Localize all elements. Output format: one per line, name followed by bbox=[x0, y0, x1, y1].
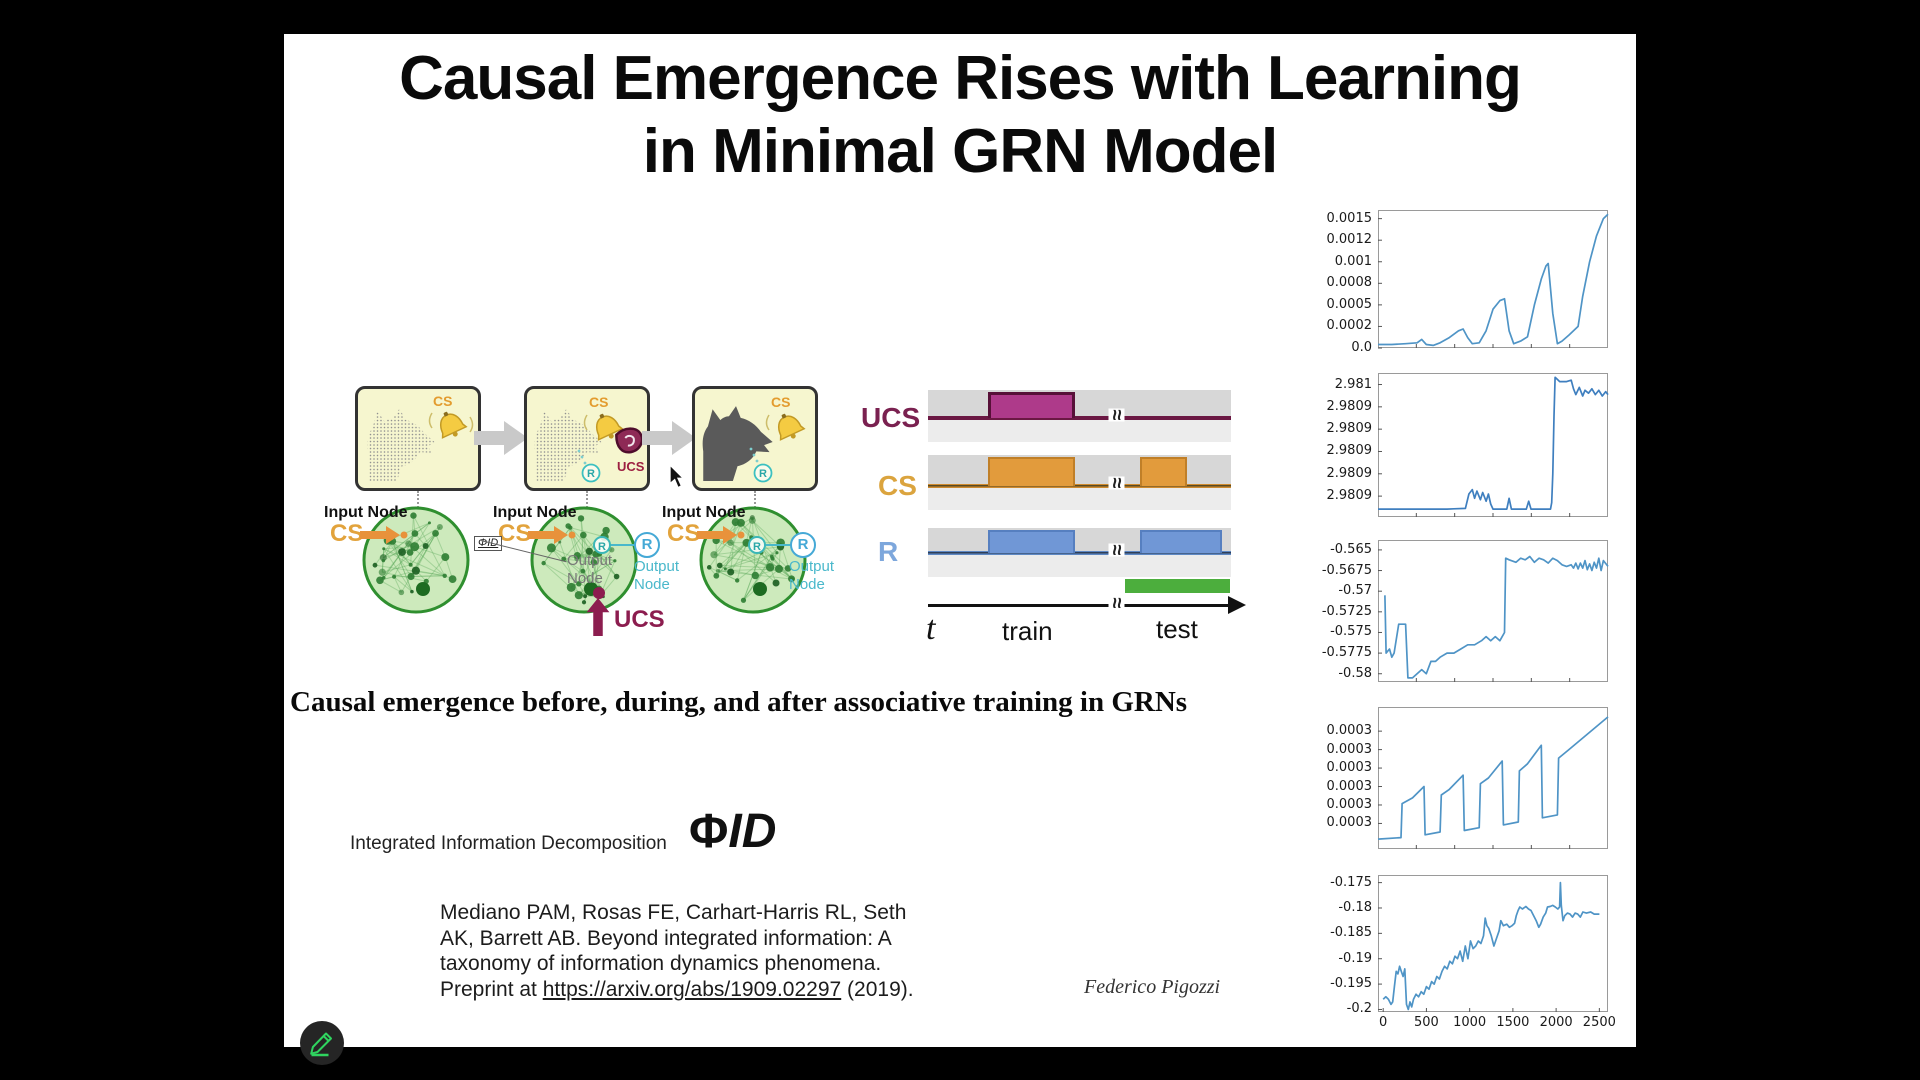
test-phase-bar bbox=[1125, 579, 1230, 593]
line-chart-1: 0.0015 0.0012 0.001 0.0008 0.0005 0.0002 0.0 bbox=[1314, 210, 1609, 355]
cs-input-arrow-icon bbox=[360, 526, 408, 544]
pencil-icon bbox=[310, 1032, 332, 1057]
citation-line: taxonomy of information dynamics phenome… bbox=[440, 952, 882, 975]
slide: Causal Emergence Rises with Learning in … bbox=[284, 34, 1636, 1047]
right-arrow-icon bbox=[474, 421, 528, 455]
panel-network-connector bbox=[754, 491, 756, 508]
bell-icon bbox=[428, 406, 474, 443]
axis-break: ≈ bbox=[1105, 596, 1128, 610]
phiid-text-label: Integrated Information Decomposition bbox=[350, 833, 667, 854]
bell-icon bbox=[583, 408, 625, 445]
annotate-button[interactable] bbox=[300, 1021, 344, 1065]
conditioning-panel-training: CS UCS R bbox=[524, 386, 650, 491]
panel-network-connector bbox=[586, 491, 588, 508]
cs-input-arrow-icon bbox=[528, 526, 576, 544]
time-axis-label: t bbox=[926, 610, 936, 647]
cs-label: CS bbox=[771, 394, 790, 410]
title-line-2: in Minimal GRN Model bbox=[642, 117, 1278, 186]
train-label: train bbox=[1002, 616, 1053, 646]
r-response-icon: R bbox=[634, 532, 660, 558]
svg-text:R: R bbox=[587, 468, 595, 480]
figure-caption: Causal emergence before, during, and aft… bbox=[290, 686, 1188, 718]
conditioning-panel-after: CS R bbox=[692, 386, 818, 491]
ucs-row-label: UCS bbox=[861, 402, 921, 433]
cs-input-label: CS bbox=[330, 520, 364, 547]
steak-icon bbox=[615, 427, 644, 454]
cs-label: CS bbox=[433, 393, 452, 409]
line-chart-3: -0.565 -0.5675 -0.57 -0.5725 -0.575 -0.5775 -0… bbox=[1314, 540, 1609, 682]
ucs-input-label: UCS bbox=[614, 606, 665, 633]
page-title: Causal Emergence Rises with Learning in … bbox=[284, 42, 1636, 188]
ucs-signal-band: ≈ bbox=[928, 390, 1231, 442]
r-connector-line bbox=[765, 544, 791, 546]
output-node-r-icon: R bbox=[593, 536, 611, 554]
cs-signal-band: ≈ bbox=[928, 455, 1231, 510]
cs-input-label: CS bbox=[498, 520, 532, 547]
citation-line: AK, Barrett AB. Beyond integrated inform… bbox=[440, 926, 892, 950]
citation-line: Mediano PAM, Rosas FE, Carhart-Harris RL… bbox=[440, 901, 907, 924]
output-node-label: Output Node bbox=[567, 552, 613, 587]
cs-input-arrow-icon bbox=[697, 526, 745, 544]
title-line-1: Causal Emergence Rises with Learning bbox=[399, 44, 1522, 113]
citation-line: Preprint at https://arxiv.org/abs/1909.0… bbox=[440, 977, 914, 1001]
input-node-label: Input Node bbox=[493, 504, 577, 521]
line-chart-5: -0.175 -0.18 -0.185 -0.19 -0.195 -0.2 0 500 1000… bbox=[1330, 874, 1616, 1030]
axis-break: ≈ bbox=[1105, 543, 1128, 557]
cs-input-label: CS bbox=[667, 520, 701, 547]
author-name: Federico Pigozzi bbox=[1084, 976, 1221, 998]
line-chart-2: 2.981 2.9809 2.9809 2.9809 2.9809 2.9809 bbox=[1314, 373, 1609, 517]
svg-text:R: R bbox=[759, 468, 767, 480]
citation-block: Mediano PAM, Rosas FE, Carhart-Harris RL… bbox=[440, 900, 950, 1002]
response-icon: R bbox=[753, 463, 773, 483]
cs-label: CS bbox=[589, 394, 608, 410]
right-arrow-icon bbox=[642, 421, 696, 455]
r-row-label: R bbox=[878, 536, 899, 567]
r-signal-band: ≈ bbox=[928, 528, 1231, 577]
cs-row-label: CS bbox=[878, 470, 917, 501]
axis-break: ≈ bbox=[1105, 476, 1128, 490]
phiid-symbol: ΦID bbox=[689, 805, 777, 858]
grn-network-3 bbox=[699, 506, 807, 614]
r-response-icon: R bbox=[790, 532, 816, 558]
test-label: test bbox=[1156, 614, 1198, 644]
drool-dots bbox=[577, 449, 587, 465]
input-node-label: Input Node bbox=[662, 504, 746, 521]
output-node-label: Output Node bbox=[634, 558, 680, 593]
dog-silhouette-stippled-icon bbox=[367, 408, 436, 481]
timeline-axis bbox=[928, 604, 1230, 607]
phiid-badge: ΦID bbox=[474, 536, 503, 551]
panel-network-connector bbox=[417, 491, 419, 508]
line-chart-4: 0.0003 0.0003 0.0003 0.0003 0.0003 0.0003 bbox=[1314, 707, 1609, 849]
axis-break: ≈ bbox=[1105, 408, 1128, 422]
drool-dots bbox=[749, 447, 759, 463]
arxiv-link[interactable]: https://arxiv.org/abs/1909.02297 bbox=[542, 977, 842, 1001]
mouse-cursor bbox=[669, 465, 685, 489]
output-node-label: Output Node bbox=[789, 558, 835, 593]
response-icon: R bbox=[581, 463, 601, 483]
r-connector-line bbox=[610, 544, 636, 546]
timeline-arrowhead bbox=[1228, 596, 1246, 614]
input-node-label: Input Node bbox=[324, 504, 408, 521]
output-node-r-icon: R bbox=[748, 536, 766, 554]
ucs-input-node bbox=[593, 587, 605, 599]
ucs-label: UCS bbox=[617, 459, 645, 474]
ucs-up-arrow-icon bbox=[586, 598, 610, 636]
bell-icon bbox=[765, 408, 807, 445]
conditioning-panel-before: CS bbox=[355, 386, 481, 491]
